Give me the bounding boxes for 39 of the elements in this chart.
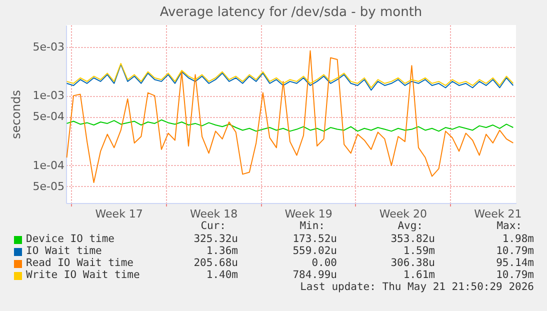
text: 1.98m — [502, 233, 534, 245]
text: 306.38u — [390, 257, 435, 269]
y-tick-label: 1e-03 — [32, 89, 64, 102]
x-tick-label: Week 17 — [95, 208, 143, 220]
text: 95.14m — [496, 257, 534, 269]
text: 559.02u — [292, 245, 337, 257]
text: 0.00 — [312, 257, 337, 269]
x-tick-label: Week 19 — [284, 208, 332, 220]
y-tick-label: 5e-05 — [32, 180, 64, 193]
text: 1.59m — [403, 245, 435, 257]
text: 1.36m — [206, 245, 238, 257]
line-series — [66, 50, 514, 184]
y-tick-label: 1e-04 — [32, 158, 64, 172]
y-tick-label: 5e-04 — [32, 110, 64, 124]
text: 10.79m — [496, 245, 534, 257]
legend-label: Device IO time — [26, 233, 115, 245]
y-axis-title: seconds — [8, 90, 23, 140]
text: 205.68u — [194, 257, 238, 269]
text: 353.82u — [390, 233, 435, 245]
text: 10.79m — [496, 269, 534, 281]
text: Avg: — [398, 220, 423, 232]
x-tick-label: Week 21 — [474, 208, 522, 220]
text: Min: — [300, 220, 325, 232]
line-series — [66, 119, 514, 132]
legend-label: IO Wait time — [26, 245, 102, 257]
legend-label: Write IO Wait time — [26, 269, 140, 281]
text: Last update: Thu May 21 21:50:29 2026 — [300, 281, 534, 293]
text: Max: — [496, 220, 522, 232]
x-tick-label: Week 18 — [190, 208, 238, 220]
text: 784.99u — [292, 269, 337, 281]
text: 1.40m — [206, 269, 238, 281]
text: Cur: — [200, 220, 226, 232]
text: 1.61m — [403, 269, 435, 281]
text: 173.52u — [292, 233, 337, 245]
chart-title: Average latency for /dev/sda - by month — [160, 5, 422, 20]
x-tick-label: Week 20 — [379, 208, 428, 220]
text: 325.32u — [194, 233, 238, 245]
y-tick-label: 5e-03 — [32, 40, 64, 54]
legend-label: Read IO Wait time — [26, 257, 134, 269]
